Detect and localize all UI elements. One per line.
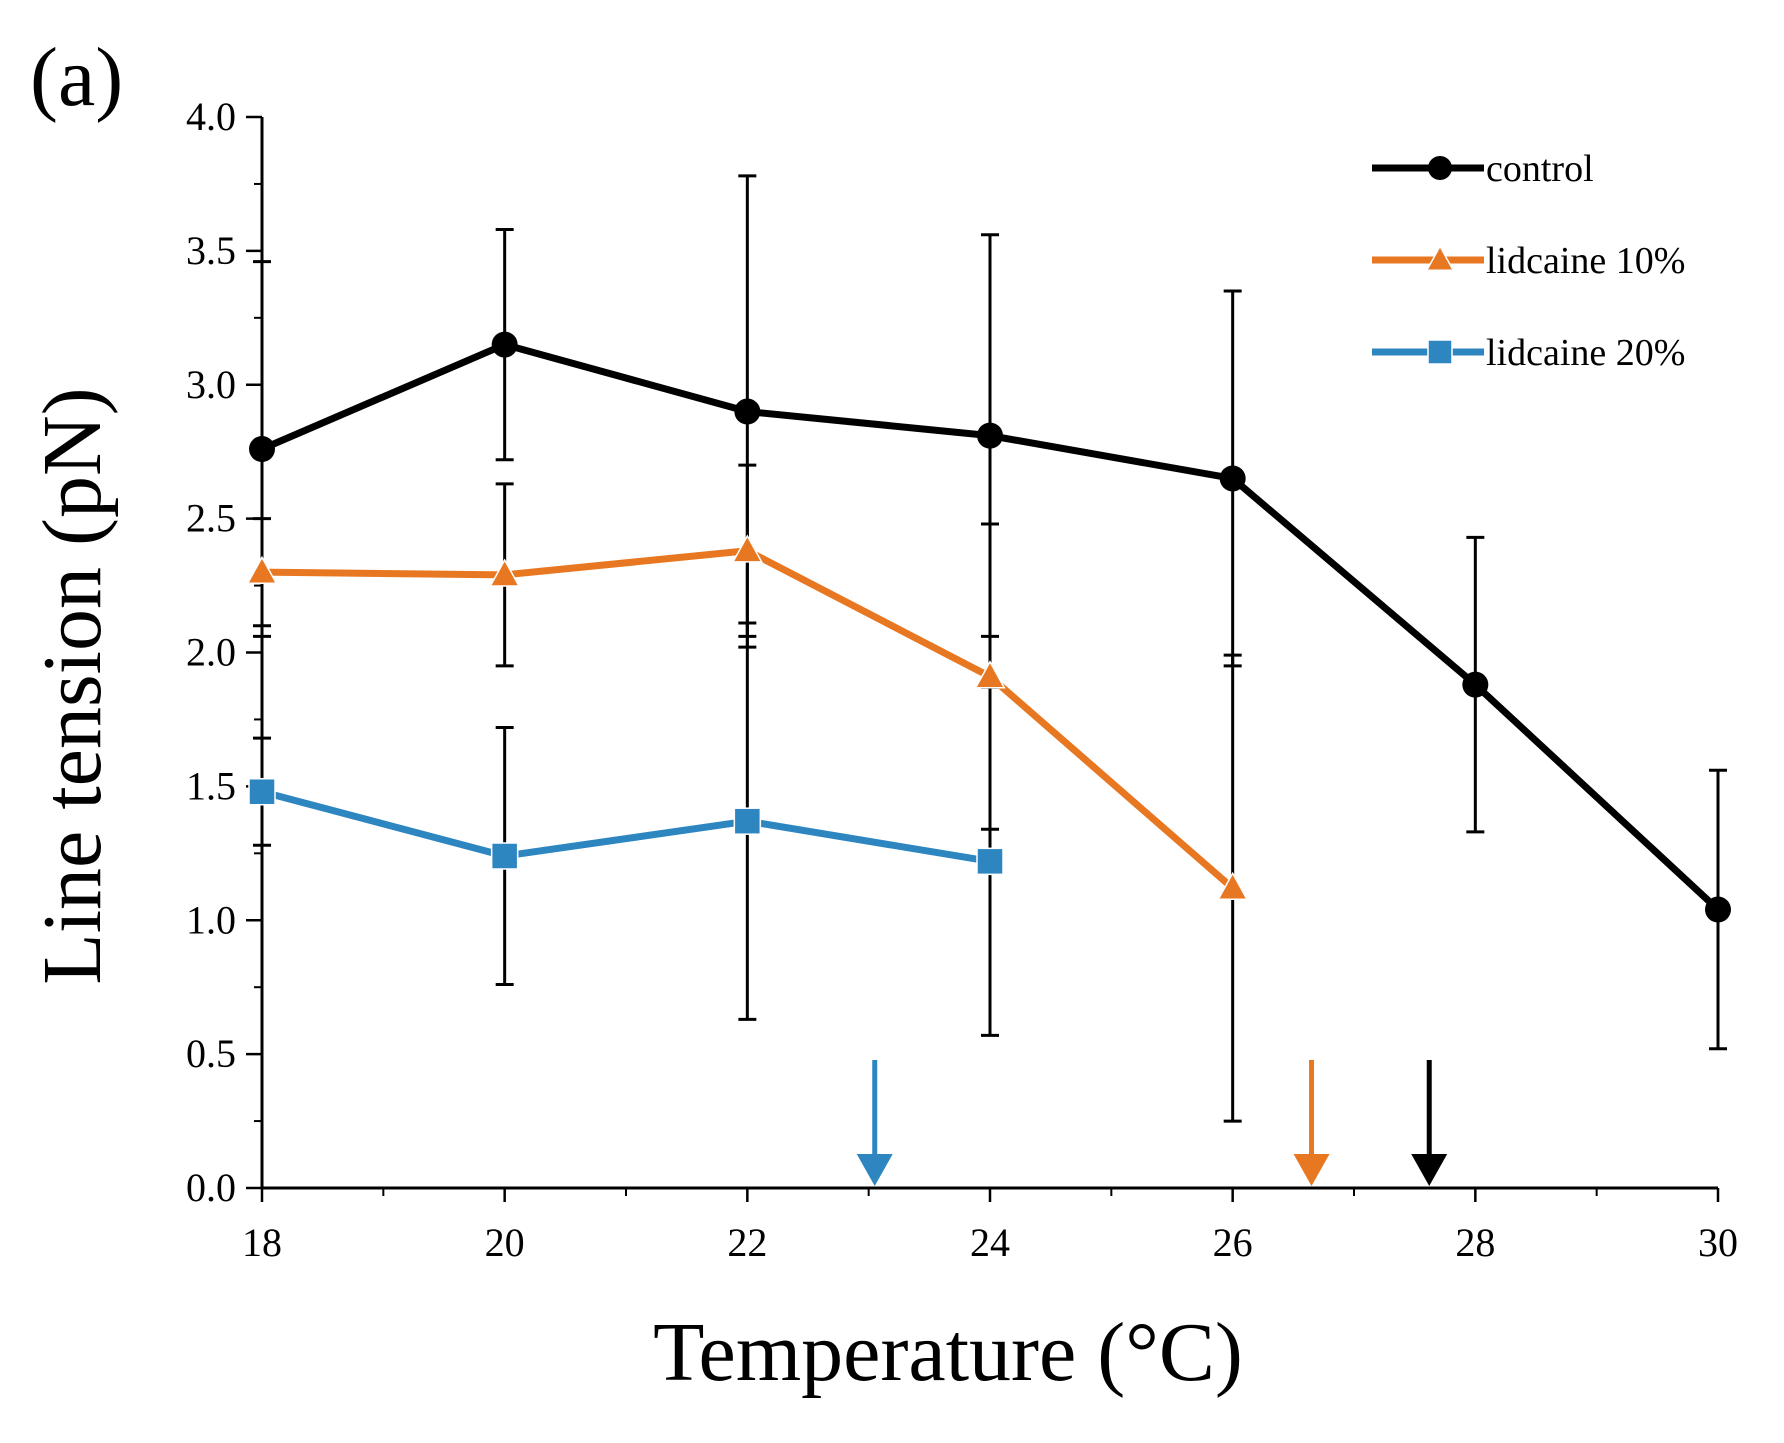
series-line-lidcaine-20- (261, 788, 991, 865)
x-tick-label: 20 (485, 1220, 525, 1265)
data-point (976, 847, 1004, 876)
axis-ticks: 0.0 0.5 1.0 1.5 2.0 2.5 3.0 3.5 4.0 18 20 22 24 26 28 3… (186, 94, 1738, 1265)
panel-label: (a) (30, 31, 123, 124)
data-point (1219, 465, 1246, 492)
data-point (490, 842, 519, 870)
x-tick-label: 30 (1698, 1220, 1738, 1265)
error-bars (253, 174, 1727, 1123)
arrow-head-icon (856, 1154, 893, 1186)
data-point (249, 436, 275, 463)
y-tick-label: 3.0 (186, 362, 236, 407)
legend-marker (1427, 339, 1453, 365)
data-point (1705, 896, 1731, 923)
y-tick-label: 0.5 (186, 1031, 236, 1076)
data-point (1217, 871, 1249, 900)
legend-marker (1428, 156, 1452, 180)
data-point (733, 807, 762, 835)
data-point (1462, 671, 1489, 698)
x-tick-label: 22 (727, 1220, 767, 1265)
x-tick-label: 18 (242, 1220, 282, 1265)
data-point (489, 558, 521, 587)
x-tick-label: 26 (1213, 1220, 1253, 1265)
legend: control lidcaine 10% lidcaine 20% (1372, 148, 1685, 374)
y-tick-label: 1.5 (186, 763, 236, 808)
legend-marker (1425, 244, 1455, 272)
annotation-arrows (856, 1060, 1448, 1186)
data-point (491, 331, 518, 358)
x-tick-label: 28 (1455, 1220, 1495, 1265)
legend-label: lidcaine 20% (1486, 332, 1685, 374)
data-point (248, 777, 276, 806)
arrow-head-icon (1293, 1154, 1330, 1186)
x-axis-title: Temperature (°C) (653, 1306, 1243, 1399)
data-point (734, 398, 761, 425)
arrow-head-icon (1411, 1154, 1448, 1186)
y-tick-label: 2.0 (186, 630, 236, 675)
y-tick-label: 0.0 (186, 1165, 236, 1210)
legend-label: control (1486, 148, 1594, 190)
data-point (731, 534, 763, 563)
y-tick-label: 4.0 (186, 94, 236, 139)
data-point (246, 555, 278, 585)
legend-label: lidcaine 10% (1486, 240, 1685, 282)
y-tick-label: 3.5 (186, 228, 236, 273)
data-point (974, 660, 1006, 689)
y-tick-label: 2.5 (186, 496, 236, 541)
series-markers (246, 331, 1731, 923)
x-tick-label: 24 (970, 1220, 1010, 1265)
y-tick-label: 1.0 (186, 897, 236, 942)
y-axis-title: Line tension (pN) (26, 387, 119, 984)
data-point (977, 422, 1003, 449)
